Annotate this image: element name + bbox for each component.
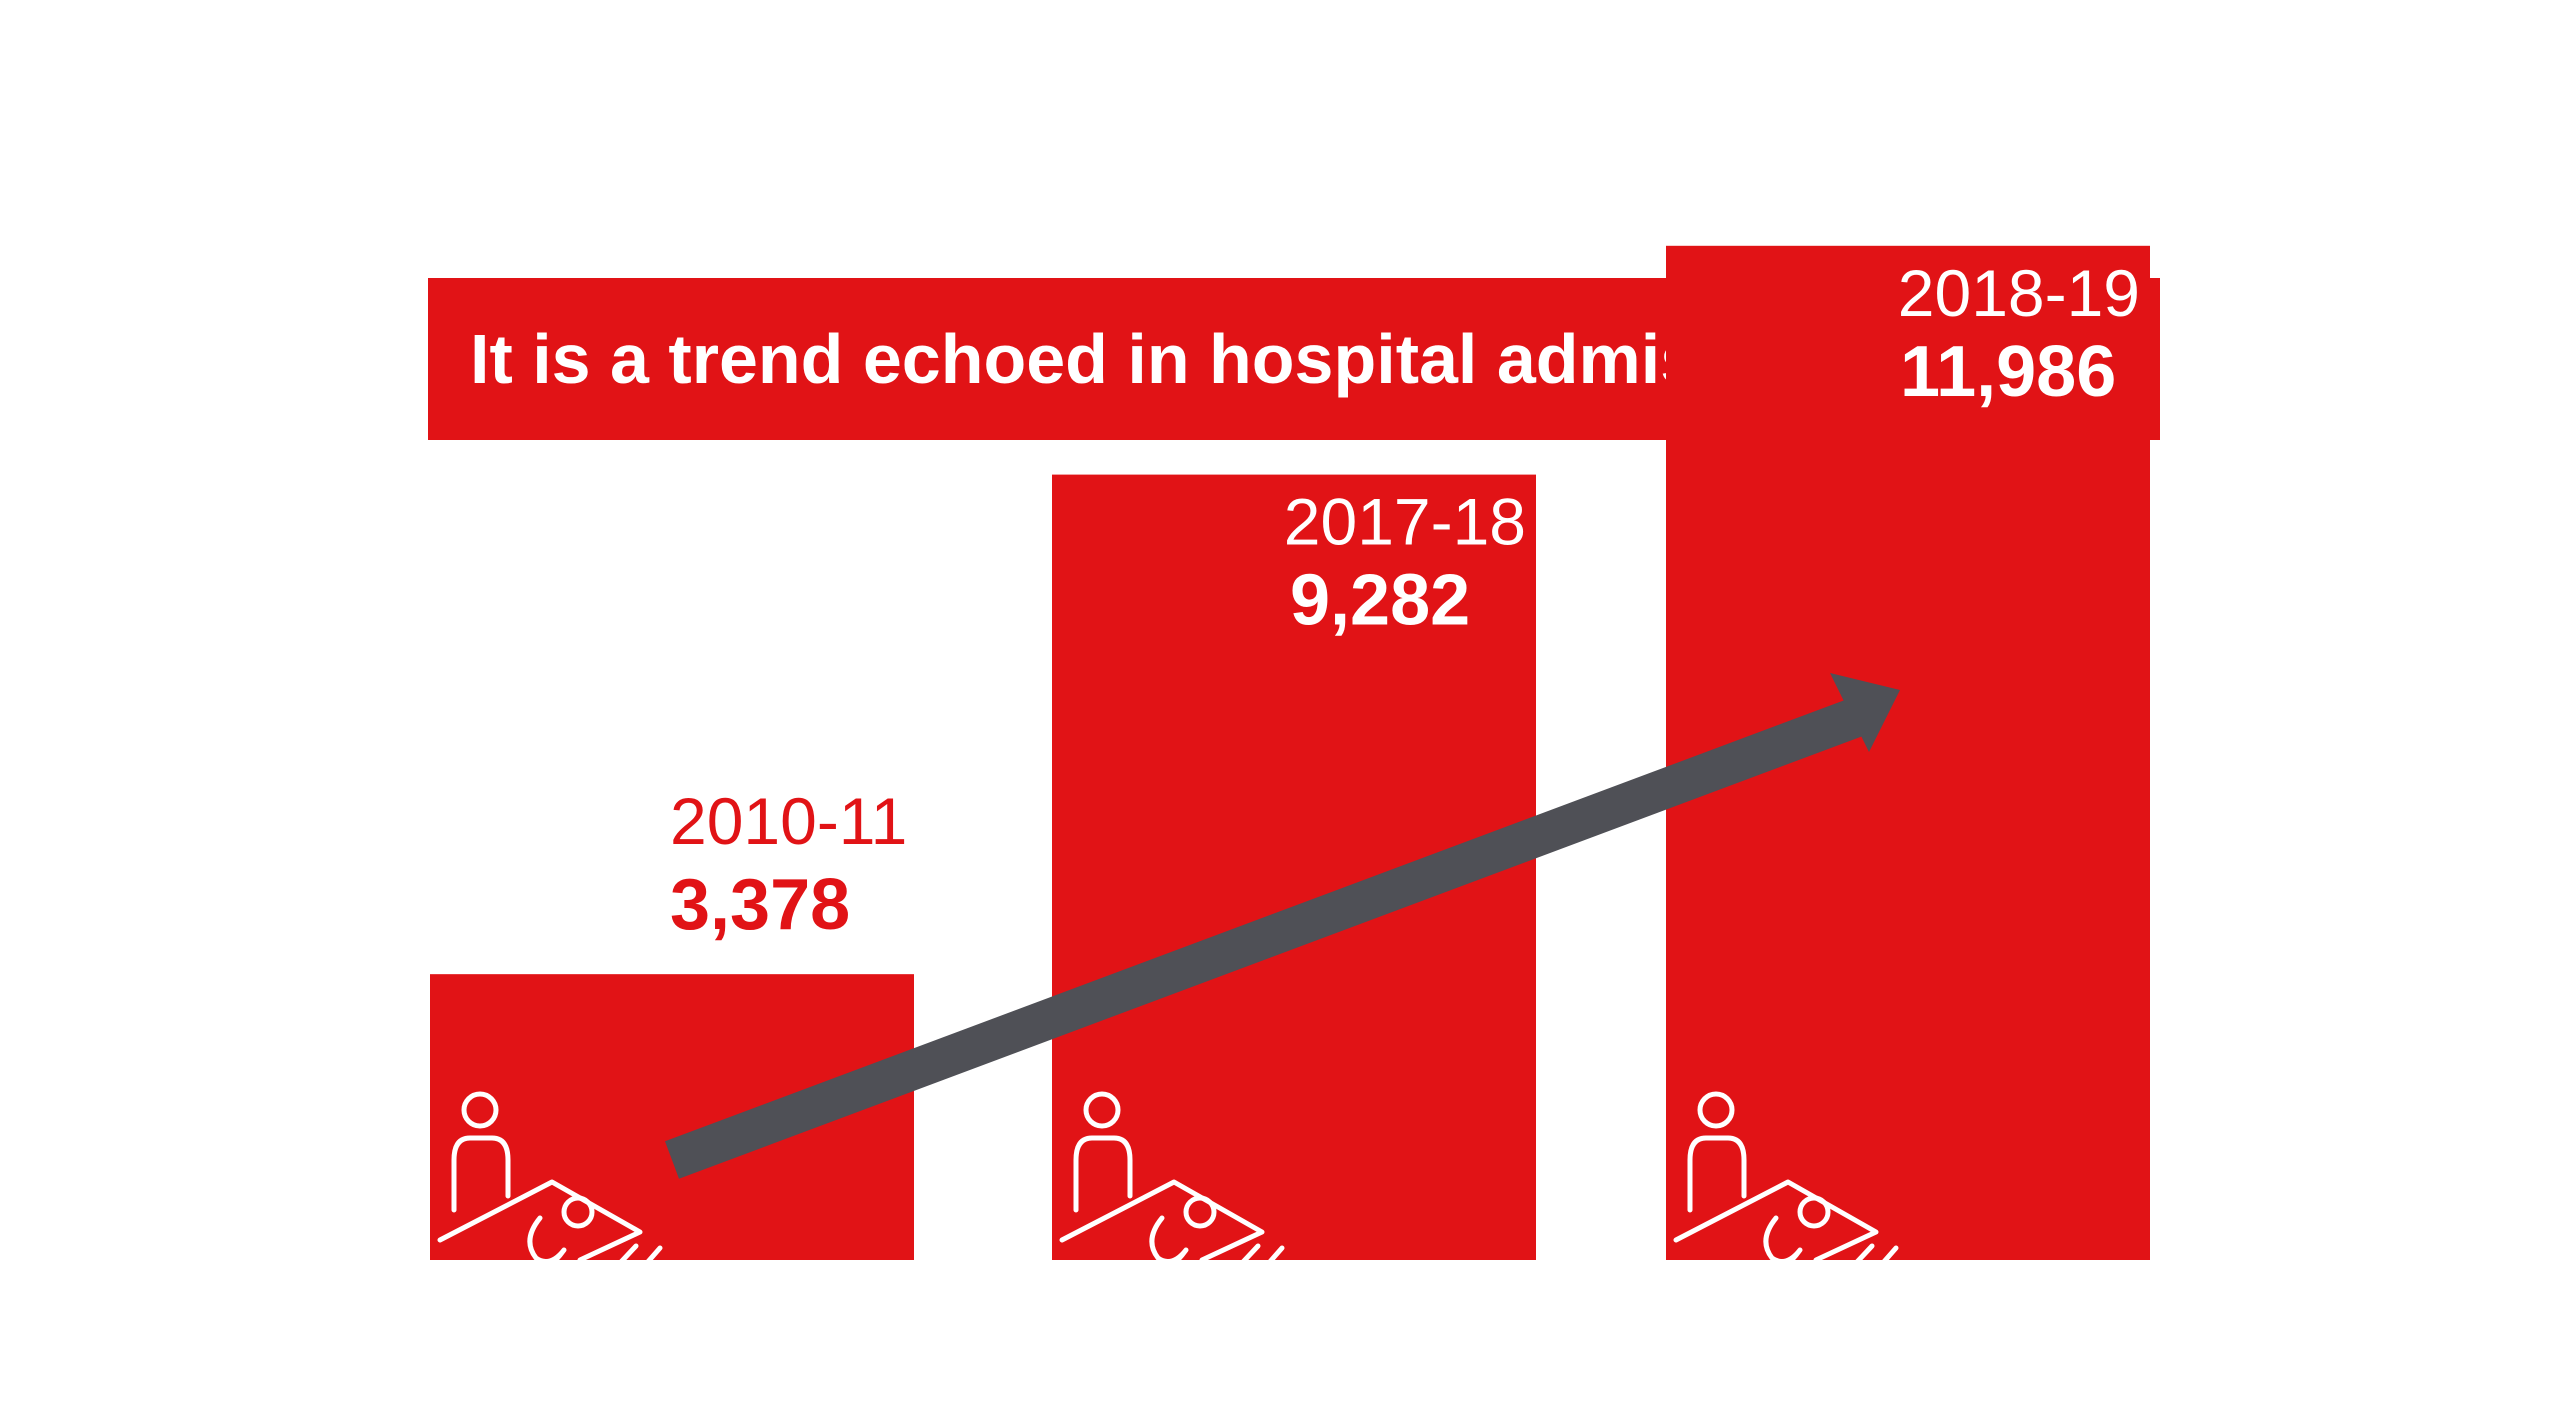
patient-body: [525, 1215, 567, 1281]
category-label: 2018-19: [1898, 256, 2140, 330]
visitor-head: [1697, 1091, 1735, 1129]
hospital-bed-icon: [437, 1091, 663, 1283]
visitor-body: [1073, 1135, 1133, 1213]
bed-legs: [1225, 1243, 1285, 1283]
bed-frame: [1059, 1179, 1265, 1263]
visitor-head: [1083, 1091, 1121, 1129]
visitor-body: [1687, 1135, 1747, 1213]
patient-head: [1797, 1195, 1831, 1229]
data-label: 9,282: [1290, 561, 1470, 641]
patient-head: [1183, 1195, 1217, 1229]
visitor-body: [451, 1135, 511, 1213]
patient-body: [1761, 1215, 1803, 1281]
icons-layer: [437, 1091, 1899, 1283]
data-label: 3,378: [670, 865, 850, 945]
hospital-bed-icon: [1673, 1091, 1899, 1283]
category-label: 2017-18: [1284, 485, 1526, 559]
trend-arrow: [664, 673, 1900, 1179]
category-label: 2010-11: [670, 784, 907, 858]
trend-arrow-head: [1830, 673, 1900, 752]
bed-legs: [1839, 1243, 1899, 1283]
hospital-bed-icon: [1059, 1091, 1285, 1283]
data-label: 11,986: [1900, 332, 2116, 412]
bed-frame: [437, 1179, 643, 1263]
visitor-head: [461, 1091, 499, 1129]
patient-head: [561, 1195, 595, 1229]
bed-frame: [1673, 1179, 1879, 1263]
trend-arrow-shaft: [664, 696, 1870, 1179]
patient-body: [1147, 1215, 1189, 1281]
bed-legs: [603, 1243, 663, 1283]
bars-layer: [430, 245, 2150, 1261]
